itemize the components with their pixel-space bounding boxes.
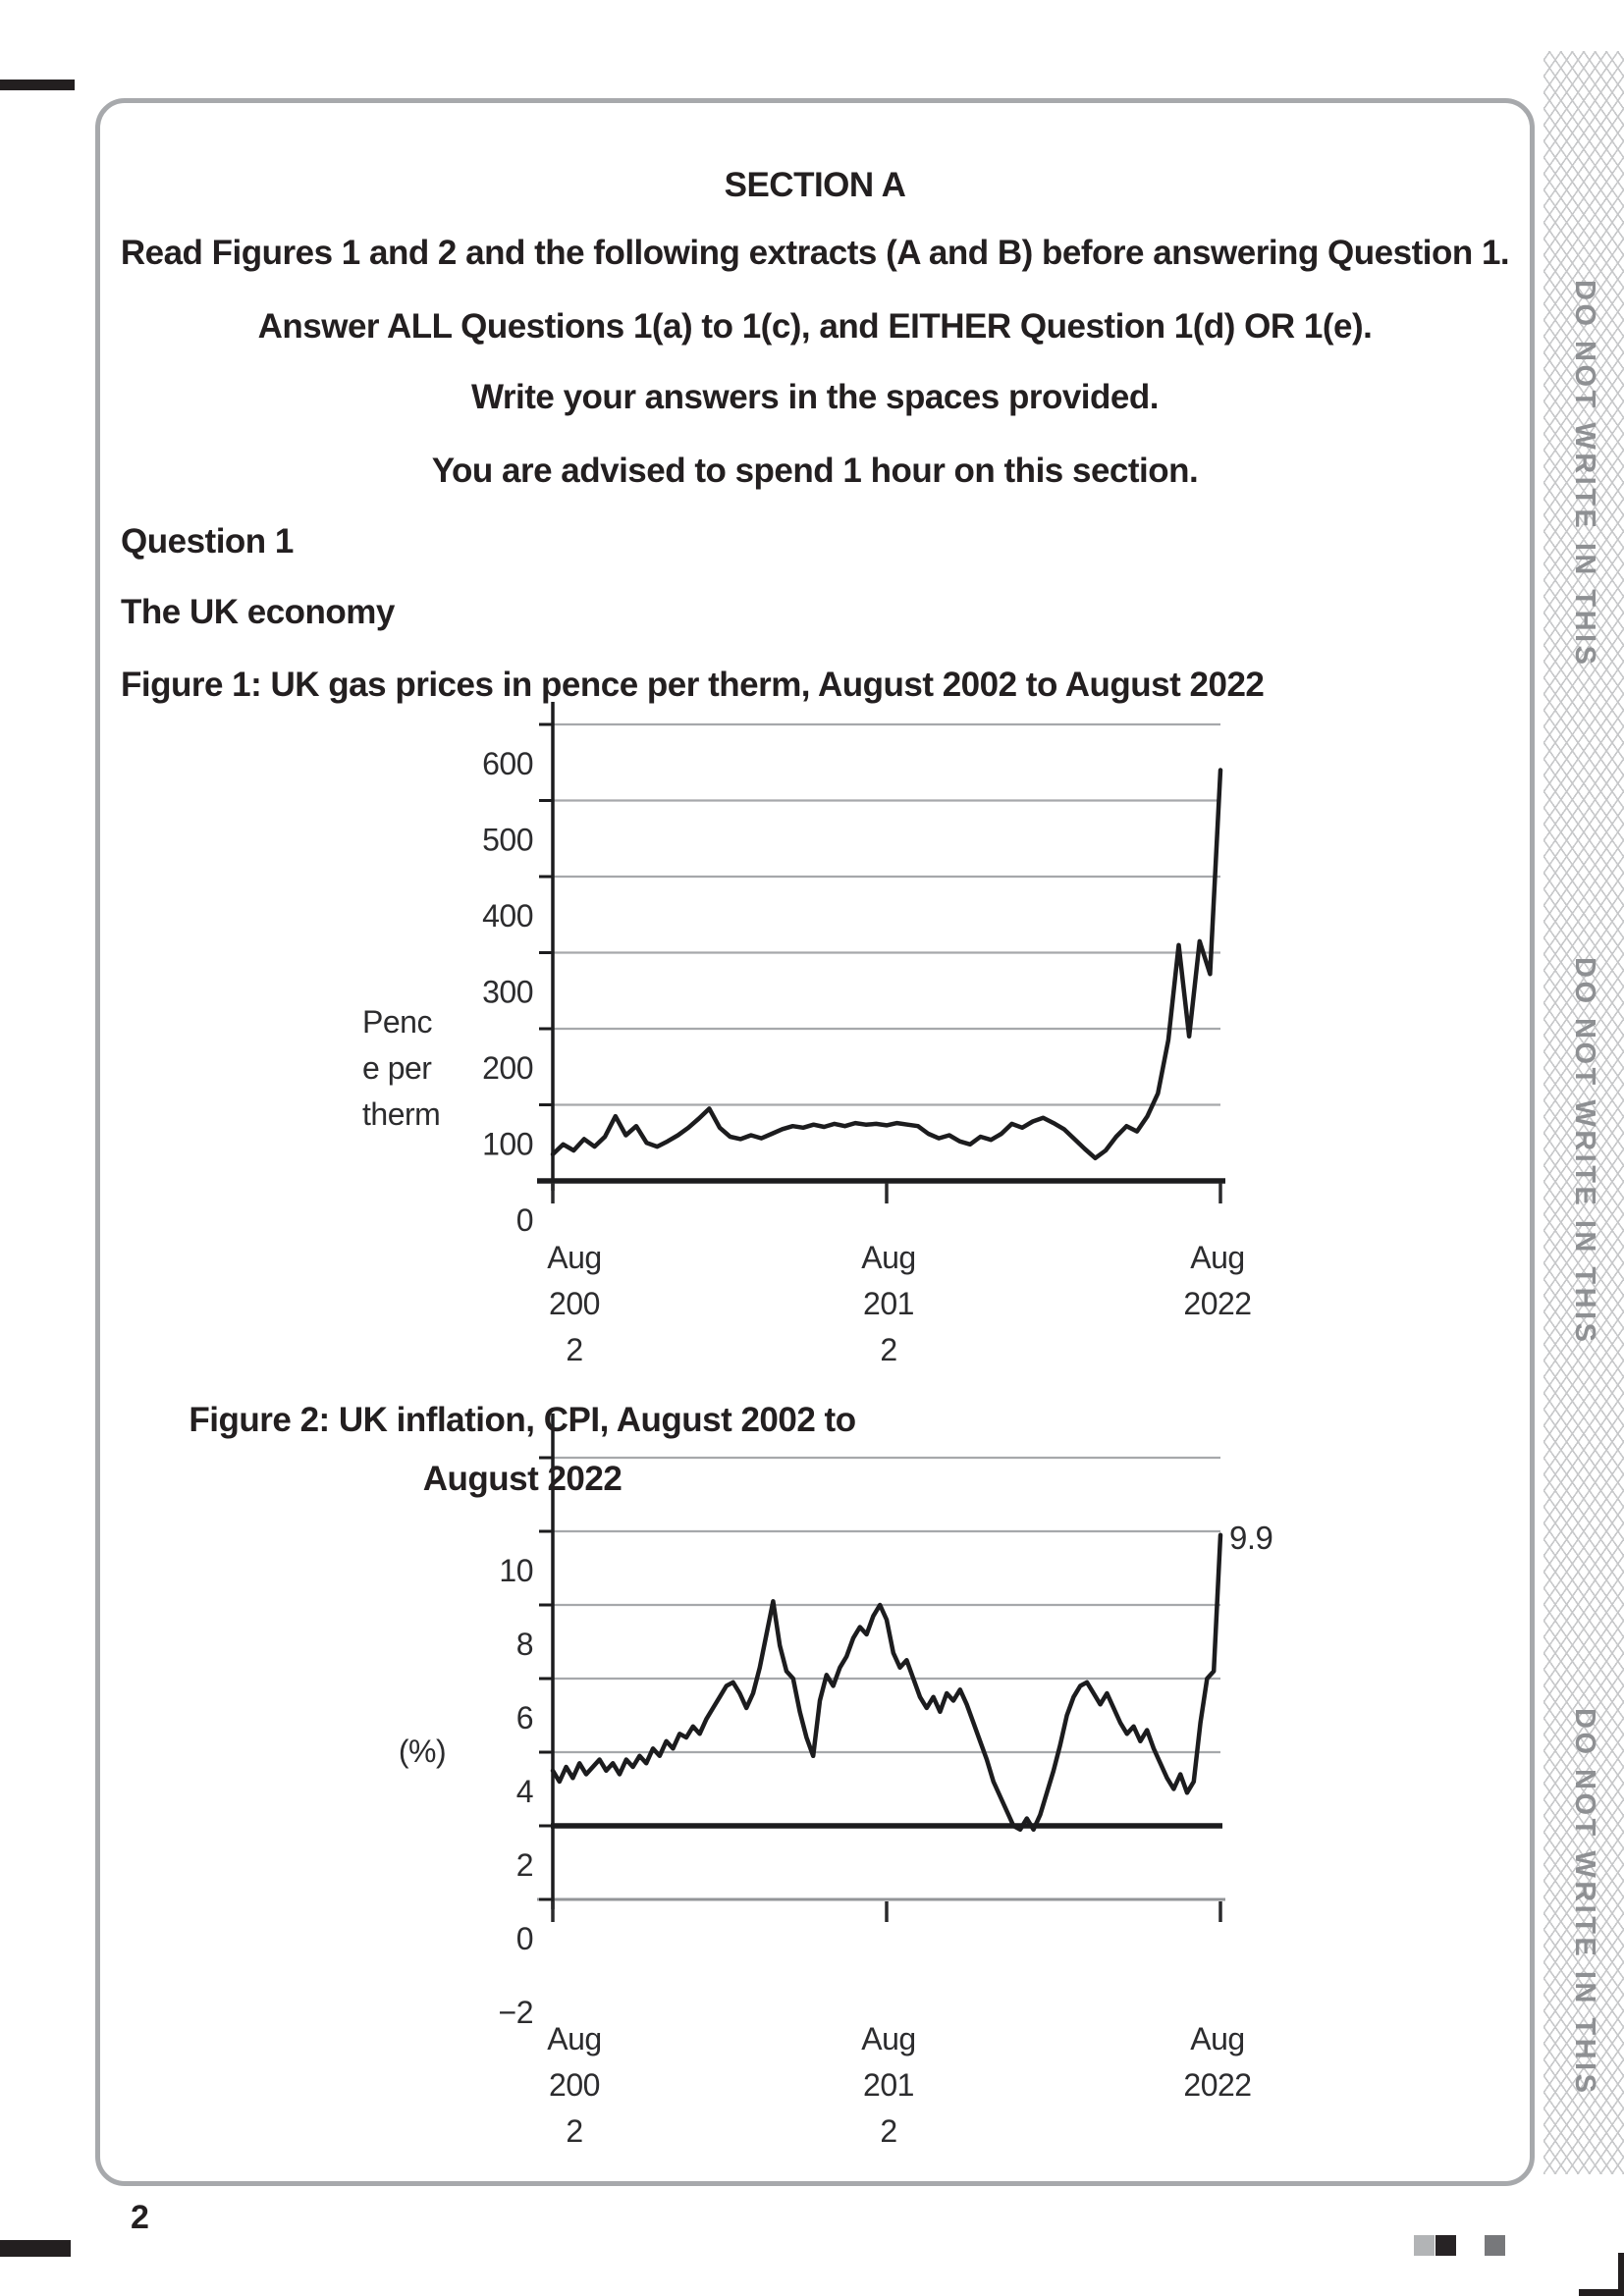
instruction-line: Write your answers in the spaces provide… bbox=[471, 378, 1159, 416]
x-tick-label: Aug bbox=[861, 2021, 915, 2056]
registration-mark-right-edge bbox=[1618, 2253, 1624, 2296]
y-tick-label: 6 bbox=[516, 1700, 533, 1735]
x-tick-label: 201 bbox=[863, 1286, 914, 1321]
y-tick-label: 100 bbox=[482, 1127, 533, 1162]
x-tick-label: 2 bbox=[880, 1332, 896, 1367]
registration-mark-top-left bbox=[0, 80, 75, 90]
x-tick-label: Aug bbox=[547, 2021, 601, 2056]
y-tick-label: 500 bbox=[482, 823, 533, 858]
y-axis-title: (%) bbox=[399, 1734, 446, 1769]
y-tick-label: 0 bbox=[516, 1921, 533, 1956]
figure2-caption-line1: Figure 2: UK inflation, CPI, August 2002… bbox=[189, 1401, 856, 1439]
x-tick-label: Aug bbox=[1190, 2021, 1244, 2056]
x-tick-label: 200 bbox=[549, 2067, 600, 2103]
x-tick-label: Aug bbox=[1190, 1240, 1244, 1275]
x-tick-label: 2022 bbox=[1183, 2067, 1251, 2103]
print-calibration-square-black bbox=[1435, 2235, 1456, 2256]
x-tick-label: 200 bbox=[549, 1286, 600, 1321]
x-tick-label: 201 bbox=[863, 2067, 914, 2103]
margin-warning-text: DO NOT WRITE IN THIS bbox=[1569, 957, 1600, 1346]
y-tick-label: 8 bbox=[516, 1627, 533, 1662]
y-tick-label: 10 bbox=[499, 1553, 533, 1588]
y-axis-title: e per bbox=[362, 1050, 432, 1086]
instruction-line: You are advised to spend 1 hour on this … bbox=[431, 452, 1199, 490]
x-tick-label: Aug bbox=[861, 1240, 915, 1275]
x-tick-label: Aug bbox=[547, 1240, 601, 1275]
x-tick-label: 2022 bbox=[1183, 1286, 1251, 1321]
instruction-line: Read Figures 1 and 2 and the following e… bbox=[120, 234, 1510, 272]
x-tick-label: 2 bbox=[566, 1332, 582, 1367]
registration-mark-bottom-left bbox=[0, 2240, 71, 2257]
content-border-frame bbox=[95, 98, 1535, 2186]
margin-warning-text: DO NOT WRITE IN THIS bbox=[1569, 280, 1600, 668]
figure2-caption-line2: August 2022 bbox=[422, 1460, 623, 1498]
y-axis-title: therm bbox=[362, 1096, 440, 1132]
y-tick-label: 200 bbox=[482, 1050, 533, 1086]
x-tick-label: 2 bbox=[880, 2113, 896, 2149]
question-label: Question 1 bbox=[121, 522, 294, 561]
x-tick-label: 2 bbox=[566, 2113, 582, 2149]
end-value-annotation: 9.9 bbox=[1229, 1520, 1272, 1556]
print-calibration-square-light bbox=[1414, 2235, 1435, 2256]
y-tick-label: 0 bbox=[516, 1202, 533, 1238]
y-tick-label: 400 bbox=[482, 898, 533, 934]
y-tick-label: 300 bbox=[482, 975, 533, 1010]
y-tick-label: −2 bbox=[499, 1995, 533, 2030]
figure1-caption: Figure 1: UK gas prices in pence per the… bbox=[121, 666, 1265, 704]
margin-warning-text: DO NOT WRITE IN THIS bbox=[1569, 1708, 1600, 2097]
page-number: 2 bbox=[131, 2199, 149, 2236]
y-tick-label: 4 bbox=[516, 1774, 533, 1809]
data-line bbox=[550, 768, 1223, 1161]
do-not-write-margin bbox=[1543, 51, 1624, 2174]
y-tick-label: 600 bbox=[482, 746, 533, 781]
instruction-line: Answer ALL Questions 1(a) to 1(c), and E… bbox=[257, 307, 1373, 346]
section-heading: SECTION A bbox=[724, 166, 906, 204]
y-axis-title: Penc bbox=[362, 1004, 432, 1040]
registration-mark-bottom-right bbox=[1579, 2289, 1624, 2296]
question-topic: The UK economy bbox=[121, 593, 395, 631]
print-calibration-square-gray bbox=[1485, 2235, 1505, 2256]
data-line bbox=[550, 1532, 1223, 1833]
y-tick-label: 2 bbox=[516, 1847, 533, 1883]
